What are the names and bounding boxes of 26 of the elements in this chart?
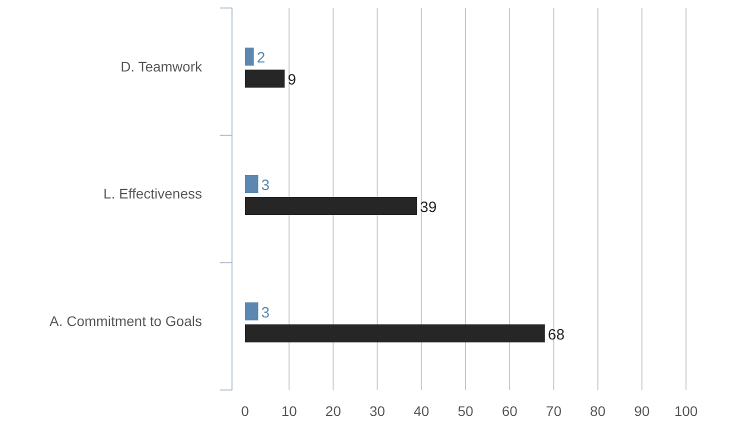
y-tick-label: A. Commitment to Goals: [50, 313, 202, 330]
data-label: 9: [288, 72, 296, 89]
x-tick-label: 30: [370, 402, 386, 419]
bar: [245, 70, 285, 88]
x-tick-label: 80: [590, 402, 606, 419]
data-label: 68: [548, 326, 565, 344]
bar: [245, 175, 258, 193]
data-label: 2: [256, 50, 266, 67]
y-tick-label: D. Teamwork: [120, 58, 203, 74]
x-tick-label: 60: [502, 402, 518, 419]
x-tick-label: 100: [674, 402, 698, 419]
bar: [245, 48, 254, 66]
x-tick-label: 0: [241, 402, 250, 419]
x-tick-label: 70: [546, 402, 562, 419]
data-label: 3: [261, 177, 270, 194]
y-tick-label: L. Effectiveness: [103, 186, 202, 202]
data-label: 39: [420, 199, 437, 216]
x-tick-label: 10: [281, 402, 298, 419]
x-tick-label: 20: [325, 402, 342, 419]
data-label: 3: [261, 304, 270, 322]
x-tick-label: 50: [458, 402, 474, 419]
x-tick-label: 90: [634, 402, 650, 419]
bar: [245, 302, 258, 320]
bar: [245, 197, 417, 215]
x-tick-label: 40: [414, 402, 430, 419]
bar: [245, 324, 545, 342]
